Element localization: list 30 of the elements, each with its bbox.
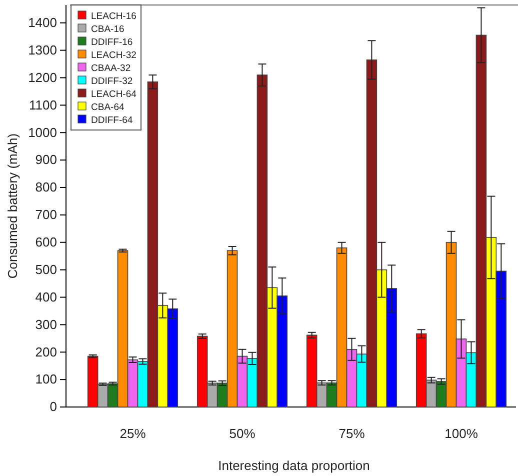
y-tick-label: 200 (35, 344, 57, 360)
x-tick-label: 50% (229, 426, 256, 442)
legend-label: LEACH-16 (91, 11, 136, 22)
x-axis-title: Interesting data proportion (218, 458, 370, 473)
y-tick-label: 1100 (29, 97, 57, 112)
y-tick-label: 400 (35, 289, 57, 304)
legend-label: DDIFF-32 (91, 76, 133, 87)
y-tick-label: 1300 (28, 42, 57, 58)
legend-label: CBA-64 (91, 102, 124, 113)
y-tick-label: 600 (35, 234, 57, 250)
y-tick-label: 700 (35, 207, 57, 222)
x-tick-label: 25% (120, 426, 146, 442)
y-tick-label: 500 (35, 262, 57, 277)
x-tick-label: 100% (444, 426, 478, 442)
y-tick-label: 0 (50, 399, 57, 414)
legend-label: DDIFF-16 (91, 37, 133, 48)
legend-label: LEACH-32 (91, 50, 136, 61)
legend-label: CBA-16 (91, 24, 124, 35)
y-tick-label: 1000 (28, 124, 57, 140)
y-tick-label: 900 (35, 152, 57, 168)
x-tick-label: 75% (338, 426, 366, 442)
y-tick-label: 100 (35, 372, 57, 387)
legend-label: DDIFF-64 (91, 115, 133, 126)
legend-label: CBAA-32 (91, 63, 131, 74)
legend-label: LEACH-64 (91, 89, 136, 100)
y-tick-label: 1200 (28, 70, 57, 85)
y-tick-label: 1400 (28, 14, 57, 30)
y-axis-title: Consumed battery (mAh) (5, 133, 20, 279)
y-tick-label: 300 (35, 316, 57, 332)
y-tick-label: 800 (35, 180, 57, 195)
